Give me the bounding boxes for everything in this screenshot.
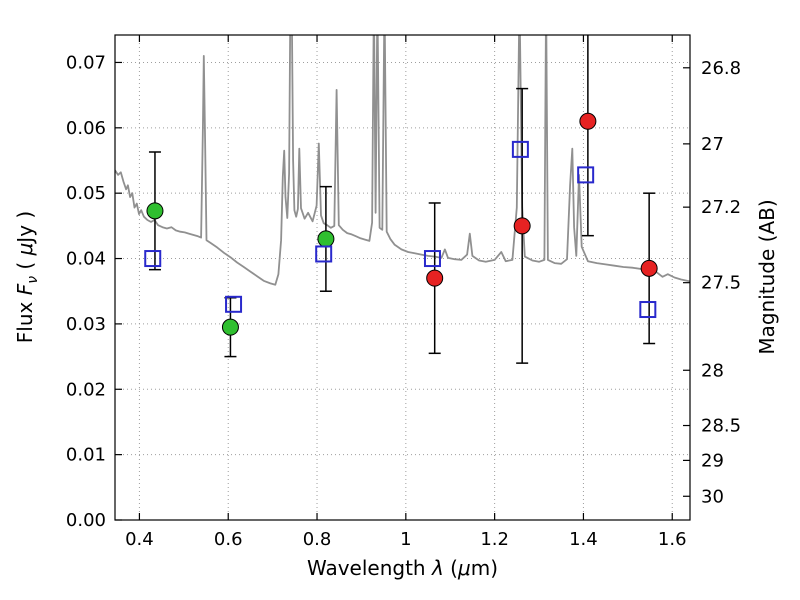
plot-frame bbox=[114, 34, 691, 521]
x-tick-label: 0.4 bbox=[125, 529, 154, 550]
y-tick-label: 0.05 bbox=[66, 183, 106, 204]
y2-tick-label: 28.5 bbox=[701, 416, 741, 437]
x-axis-unit-close: m) bbox=[470, 556, 499, 580]
y2-tick-label: 28 bbox=[701, 360, 724, 381]
y-axis-label-prefix: Flux bbox=[13, 295, 37, 344]
y2-tick-label: 30 bbox=[701, 486, 724, 507]
y2-tick-label: 27 bbox=[701, 134, 724, 155]
spectrum-line bbox=[115, 35, 690, 286]
y-tick-label: 0.01 bbox=[66, 445, 106, 466]
y-axis-unit-close: Jy ) bbox=[13, 210, 37, 243]
y2-tick-label: 26.8 bbox=[701, 58, 741, 79]
y-tick-label: 0.02 bbox=[66, 379, 106, 400]
y2-axis-label: Magnitude (AB) bbox=[755, 199, 779, 355]
tick-marks bbox=[115, 35, 690, 521]
x-axis-label: Wavelength λ (μm) bbox=[115, 556, 690, 580]
y-tick-label: 0.00 bbox=[66, 510, 106, 531]
x-tick-label: 1 bbox=[400, 529, 411, 550]
flux-symbol: F bbox=[13, 283, 37, 296]
nu-subscript: ν bbox=[25, 275, 41, 284]
x-tick-label: 0.8 bbox=[303, 529, 332, 550]
x-tick-label: 1.6 bbox=[658, 529, 687, 550]
mu-symbol-x: μ bbox=[457, 556, 471, 580]
x-tick-label: 1.2 bbox=[480, 529, 509, 550]
y-tick-label: 0.03 bbox=[66, 314, 106, 335]
x-axis-label-prefix: Wavelength bbox=[306, 556, 432, 580]
x-axis-unit-open: ( bbox=[443, 556, 458, 580]
red-photometry-markers bbox=[426, 112, 658, 287]
y2-tick-label: 27.2 bbox=[701, 197, 741, 218]
y2-tick-label: 29 bbox=[701, 450, 724, 471]
blue-photometry-markers bbox=[144, 140, 657, 319]
y-tick-label: 0.07 bbox=[66, 52, 106, 73]
x-tick-label: 1.4 bbox=[569, 529, 598, 550]
lambda-symbol: λ bbox=[431, 556, 444, 580]
mu-symbol-y: μ bbox=[13, 242, 37, 256]
x-tick-label: 0.6 bbox=[214, 529, 243, 550]
y-axis-label: Flux Fν ( μJy ) bbox=[13, 77, 43, 477]
y-axis-unit-open: ( bbox=[13, 255, 37, 276]
y-tick-label: 0.06 bbox=[66, 118, 106, 139]
green-photometry-markers bbox=[146, 202, 335, 336]
y2-tick-label: 27.5 bbox=[701, 273, 741, 294]
grid-lines bbox=[115, 35, 690, 520]
y-tick-label: 0.04 bbox=[66, 249, 106, 270]
